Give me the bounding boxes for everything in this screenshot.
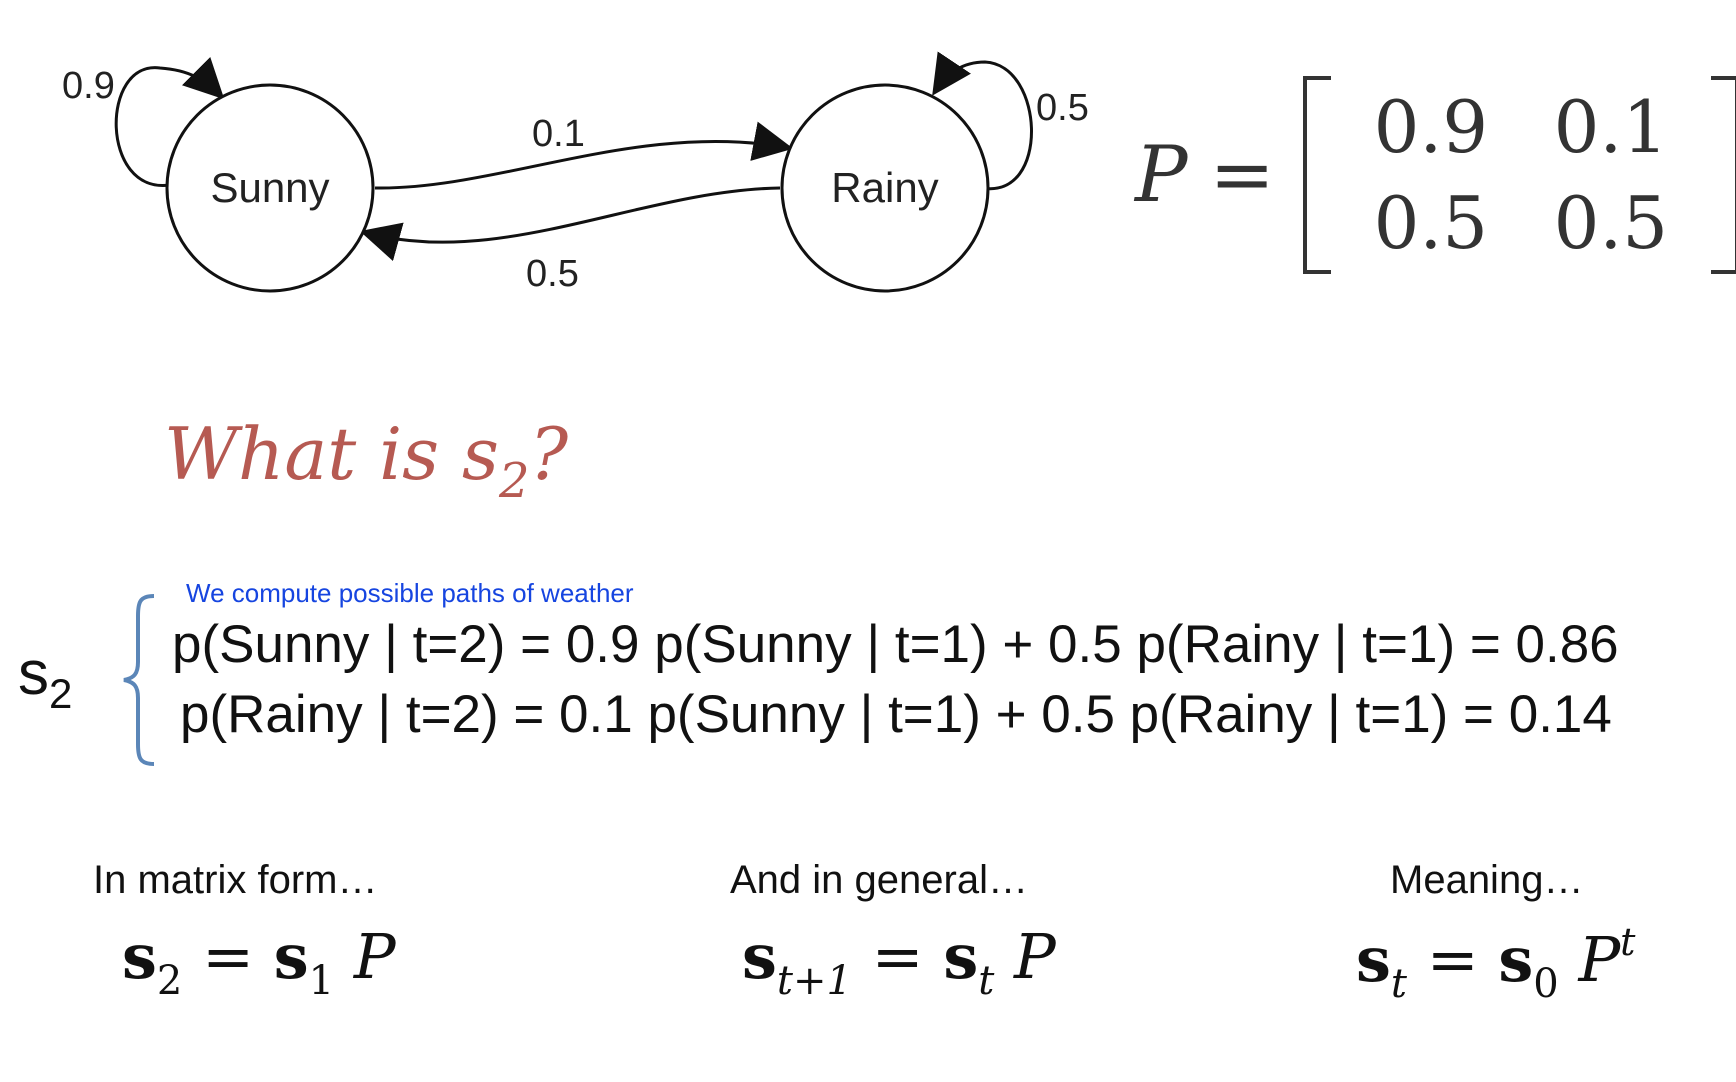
formula-matrix-form: s2 = s1 P [122,920,396,1004]
formula-meaning: st = s0 Pt [1356,920,1635,1007]
markov-state-diagram: Sunny Rainy 0.9 0.1 0.5 0.5 [62,51,1089,295]
edge-sunny-rainy [374,121,794,190]
edge-label-sunny-sunny: 0.9 [62,65,115,107]
formula-matrix: P [353,920,396,993]
formula-general: st+1 = st P [742,920,1056,1004]
formula-rhs-sub: t [978,958,995,1004]
matrix-cell: 0.1 [1553,85,1669,169]
matrix-grid: 0.9 0.1 0.5 0.5 [1331,79,1711,271]
edge-label-sunny-rainy: 0.1 [532,113,585,155]
formula-equals: = [871,920,924,993]
annotation-text: We compute possible paths of weather [186,578,634,608]
question-mark: ? [529,412,569,496]
formula-lhs-sub: t [1390,961,1407,1007]
question-heading: What is s2? [164,412,568,509]
formula-lhs-sub: t+1 [776,958,852,1004]
matrix-right-bracket [1710,76,1736,274]
node-sunny-label: Sunny [210,164,329,211]
formula-rhs: s [273,920,309,993]
equation-sunny: p(Sunny | t=2) = 0.9 p(Sunny | t=1) + 0.… [172,615,1619,674]
formula-rhs-sub: 1 [308,958,335,1004]
transition-matrix: P = 0.9 0.1 0.5 0.5 [1135,70,1736,280]
formula-lhs: s [1356,923,1391,996]
node-sunny [165,83,375,293]
caption-in-general: And in general… [730,858,1028,902]
formula-matrix: P [1014,920,1056,993]
formula-exponent: t [1620,920,1636,964]
formula-matrix: P [1578,923,1621,996]
question-text: What is s [164,412,499,496]
edge-label-rainy-rainy: 0.5 [1036,87,1089,129]
matrix-symbol: P [1135,130,1188,220]
edge-rainy-sunny [359,186,781,262]
formula-rhs: s [1498,923,1534,996]
equation-rainy: p(Rainy | t=2) = 0.1 p(Sunny | t=1) + 0.… [180,685,1612,744]
caption-matrix-form: In matrix form… [93,858,378,902]
s2-subscript: 2 [49,670,73,717]
matrix-cell: 0.9 [1373,85,1489,169]
formula-lhs-sub: 2 [156,958,183,1004]
edge-rainy-rainy [932,51,1033,191]
node-rainy [780,83,990,293]
caption-meaning: Meaning… [1390,858,1584,902]
formula-rhs-sub: 0 [1533,961,1559,1007]
matrix-left-bracket [1302,76,1331,274]
matrix-equals: = [1209,130,1275,220]
formula-lhs: s [742,920,777,993]
matrix-cell: 0.5 [1553,181,1669,265]
matrix-cell: 0.5 [1373,181,1489,265]
formula-rhs: s [943,920,979,993]
node-rainy-label: Rainy [831,164,938,211]
curly-brace [123,594,155,766]
formula-equals: = [1426,923,1479,996]
s2-base: s [18,639,49,708]
question-subscript: 2 [498,453,530,509]
edge-sunny-sunny [114,56,225,187]
edge-label-rainy-sunny: 0.5 [526,253,579,295]
formula-equals: = [202,920,255,993]
formula-lhs: s [122,920,157,993]
s2-label: s2 [18,638,72,718]
